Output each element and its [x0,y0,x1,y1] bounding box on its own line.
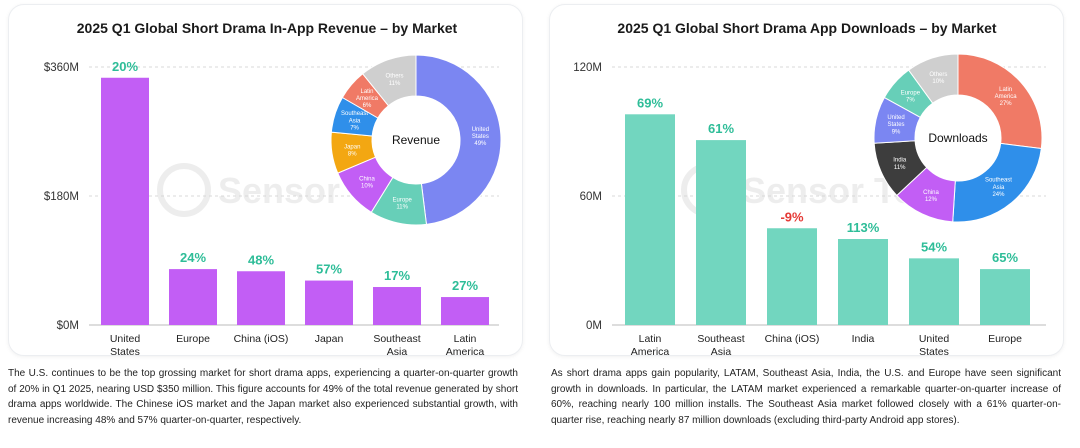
donut-slice-label: Asia [349,118,361,124]
donut-slice [907,53,959,104]
donut-slice-label: 9% [892,129,901,135]
donut-slice-label: India [893,158,907,164]
donut-slice-label: Latin [999,87,1012,93]
x-tick-label: China (iOS) [765,333,820,345]
donut-slice-label: America [356,96,379,102]
bar [696,140,746,325]
bar [305,280,353,325]
donut-slice-label: Japan [344,144,360,150]
bar [838,239,888,325]
bar [909,258,959,325]
donut-slice-label: America [995,94,1018,100]
donut-slice-label: 11% [396,205,408,211]
downloads-chart-card: 2025 Q1 Global Short Drama App Downloads… [549,4,1064,356]
donut-slice-label: 7% [906,98,915,104]
bar [625,114,675,325]
y-tick-label: 60M [580,191,602,203]
x-tick-label: States [919,346,949,355]
bar [169,269,217,325]
donut-slice-label: United [472,127,489,133]
bar-growth-label: 54% [921,239,947,254]
bar-growth-label: 24% [180,250,206,265]
revenue-chart-card: 2025 Q1 Global Short Drama In-App Revenu… [8,4,523,356]
x-tick-label: Asia [387,346,408,355]
donut-slice-label: 11% [894,165,906,171]
x-tick-label: America [446,346,485,355]
donut-slice-label: 10% [932,79,945,85]
donut-slice-label: States [472,134,489,140]
revenue-chart: 2025 Q1 Global Short Drama In-App Revenu… [44,20,502,355]
donut-slice-label: Europe [901,90,921,96]
bar [101,77,149,325]
bar [373,287,421,325]
x-tick-label: Asia [711,346,732,355]
donut-center-label: Downloads [928,131,987,145]
x-tick-label: China (iOS) [234,333,289,345]
y-tick-label: 0M [586,320,602,332]
bar-growth-label: -9% [780,209,804,224]
donut-slice-label: 24% [992,192,1005,198]
y-tick-label: $0M [57,320,79,332]
donut-slice-label: 11% [389,81,401,87]
chart-title: 2025 Q1 Global Short Drama App Downloads… [617,20,996,36]
donut-slice-label: 6% [363,103,372,109]
donut-slice-label: 8% [348,151,357,157]
bar [767,228,817,325]
bar-growth-label: 57% [316,262,342,277]
donut-hole [372,96,460,184]
revenue-description: The U.S. continues to be the top grossin… [8,368,518,426]
x-tick-label: Europe [988,333,1022,345]
donut-slice-label: Others [386,74,404,80]
donut-slice-label: 27% [1000,101,1013,107]
donut-slice-label: Asia [993,185,1005,191]
bar-growth-label: 65% [992,250,1018,265]
bar [237,271,285,325]
x-tick-label: United [919,333,950,345]
bar-growth-label: 27% [452,278,478,293]
bar [980,269,1030,325]
x-tick-label: United [110,333,141,345]
bar [441,297,489,325]
donut-slice-label: 7% [350,126,359,132]
donut-slice-label: 10% [361,184,374,190]
x-tick-label: America [631,346,670,355]
donut-slice-label: 49% [474,141,487,147]
downloads-description: As short drama apps gain popularity, LAT… [551,368,1061,426]
donut-slice-label: 12% [925,197,938,203]
x-tick-label: Southeast [373,333,420,345]
donut-slice-label: China [923,190,939,196]
bar-growth-label: 48% [248,252,274,267]
y-tick-label: $360M [44,62,79,74]
bar-growth-label: 17% [384,268,410,283]
chart-title: 2025 Q1 Global Short Drama In-App Revenu… [77,20,458,36]
x-tick-label: Europe [176,333,210,345]
donut-slice-label: Southeast [985,178,1012,184]
y-tick-label: $180M [44,191,79,203]
y-tick-label: 120M [573,62,602,74]
x-tick-label: Latin [639,333,662,345]
x-tick-label: India [852,333,875,345]
downloads-chart: 2025 Q1 Global Short Drama App Downloads… [573,20,1046,355]
donut-slice-label: Others [929,72,947,78]
x-tick-label: Latin [454,333,477,345]
donut-slice-label: Europe [393,197,413,203]
donut-slice-label: Southeast [341,111,368,117]
donut-hole [915,95,1001,181]
donut-slice-label: States [888,122,905,128]
x-tick-label: States [110,346,140,355]
bar-growth-label: 113% [847,220,880,235]
x-tick-label: Japan [315,333,344,345]
bar-growth-label: 69% [637,95,663,110]
donut-slice-label: Latin [361,89,374,95]
donut-slice-label: United [887,115,904,121]
x-tick-label: Southeast [697,333,744,345]
watermark-logo-icon [157,163,211,217]
donut-slice-label: China [359,176,375,182]
bar-growth-label: 20% [112,59,138,74]
bar-growth-label: 61% [708,121,734,136]
donut-center-label: Revenue [392,133,440,147]
